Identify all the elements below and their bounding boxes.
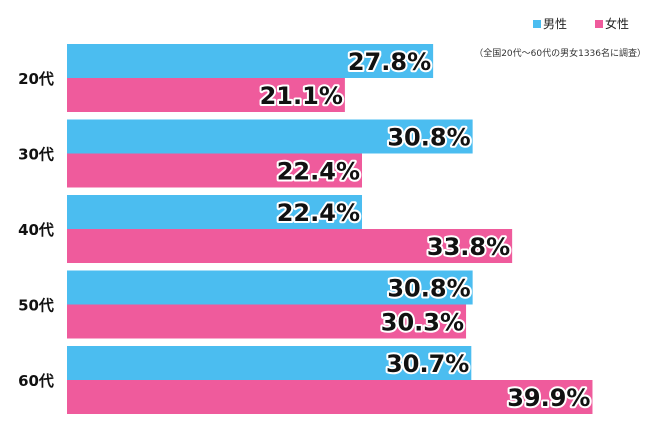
legend-swatch-female [595, 20, 603, 28]
category-label: 20代 [18, 70, 54, 88]
bar-male [67, 270, 473, 305]
data-label-female: 39.9% [507, 384, 590, 412]
legend-label-male: 男性 [543, 17, 567, 31]
survey-note: （全国20代～60代の男女1336名に調査） [474, 47, 646, 59]
bar-male [67, 195, 363, 229]
data-label-male: 30.7% [386, 350, 469, 378]
category-label: 50代 [18, 297, 54, 315]
bar-female [67, 78, 345, 112]
data-label-female: 30.3% [381, 309, 464, 337]
category-label: 60代 [18, 372, 54, 390]
legend: 男性 女性 [533, 16, 629, 31]
plot-area: 20代 27.8%21.1% 30代 30.8% 22.4% 40代 22.4% 33.8% 5… [18, 44, 593, 414]
data-label-female: 33.8% [427, 233, 510, 261]
bar-female [67, 304, 467, 339]
data-label-male: 27.8% [348, 48, 431, 76]
data-label-male: 30.8% [387, 275, 470, 303]
bar-male [67, 119, 473, 154]
bar-male [67, 44, 434, 78]
bar-female [67, 380, 593, 414]
category-label: 40代 [18, 221, 54, 239]
data-label-male: 22.4% [277, 199, 360, 227]
data-label-female: 22.4% [277, 158, 360, 186]
data-label-female: 21.1% [260, 82, 343, 110]
bar-female [67, 153, 363, 188]
legend-swatch-male [533, 20, 541, 28]
bar-male [67, 346, 472, 380]
legend-label-female: 女性 [605, 16, 629, 31]
category-label: 30代 [18, 146, 54, 164]
data-label-male: 30.8% [387, 124, 470, 152]
bar-female [67, 229, 513, 263]
